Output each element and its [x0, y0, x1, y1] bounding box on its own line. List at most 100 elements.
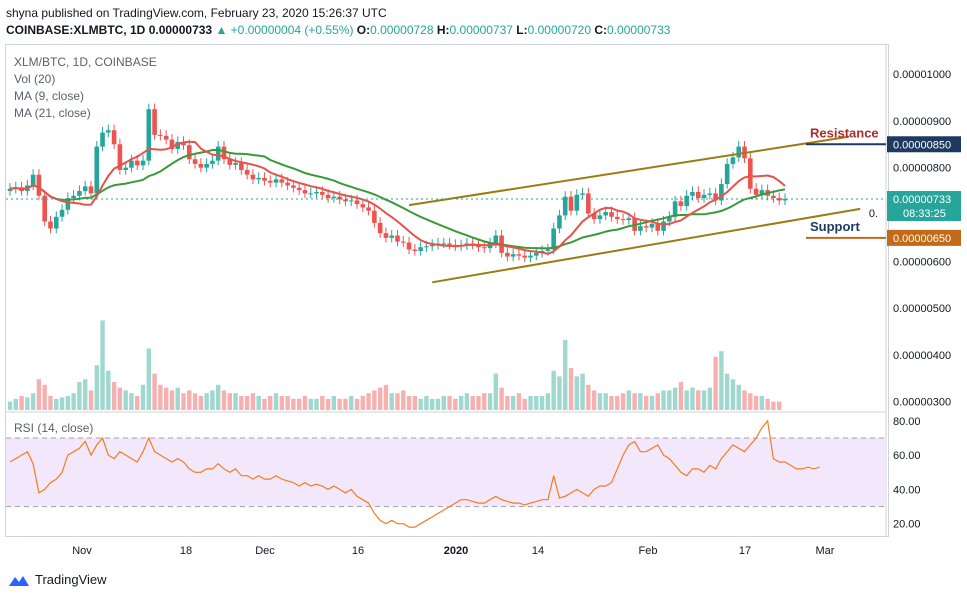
- rsi-tick-label: 40.00: [893, 484, 921, 496]
- candle-body: [690, 192, 695, 196]
- volume-bar: [123, 390, 128, 410]
- volume-bar: [360, 396, 365, 410]
- volume-bar: [678, 382, 684, 410]
- volume-bar: [135, 396, 140, 410]
- volume-bar: [349, 396, 354, 410]
- candle-body: [678, 201, 684, 207]
- volume-bar: [163, 387, 169, 410]
- volume-bar: [187, 390, 192, 410]
- candle-body: [614, 216, 620, 220]
- volume-bar: [626, 390, 632, 410]
- support-label: Support: [810, 219, 860, 234]
- volume-bar: [152, 373, 157, 410]
- candle-body: [210, 160, 215, 164]
- candle-body: [782, 199, 788, 201]
- volume-bar: [482, 393, 487, 410]
- volume-bar: [534, 396, 539, 410]
- candle-body: [597, 215, 603, 220]
- volume-bar: [528, 396, 533, 410]
- candle-body: [215, 146, 221, 161]
- volume-bar: [239, 396, 244, 410]
- candle-body: [776, 198, 782, 201]
- candle-body: [279, 179, 285, 183]
- volume-bar: [649, 396, 655, 410]
- candle-body: [580, 193, 585, 195]
- footer[interactable]: TradingView: [8, 572, 107, 587]
- candle-body: [285, 182, 290, 186]
- volume-bar: [256, 396, 261, 410]
- legend-title: XLM/BTC, 1D, COINBASE: [14, 55, 157, 69]
- volume-bar: [175, 387, 180, 410]
- volume-bar: [354, 398, 360, 410]
- tradingview-logo-icon: [9, 575, 29, 586]
- volume-bar: [753, 396, 759, 410]
- volume-bar: [701, 390, 707, 410]
- volume-bar: [707, 387, 713, 410]
- volume-bar: [395, 393, 400, 410]
- candle-body: [233, 162, 238, 165]
- volume-bar: [169, 390, 175, 410]
- countdown-badge: 08:33:25: [903, 208, 946, 220]
- volume-bar: [401, 390, 406, 410]
- candle-body: [123, 167, 128, 171]
- volume-bar: [777, 401, 782, 410]
- high-value: 0.00000737: [449, 23, 513, 37]
- volume-bar: [597, 393, 603, 410]
- candle-body: [314, 192, 319, 194]
- candle-body: [296, 187, 302, 191]
- candle-body: [106, 130, 111, 133]
- volume-bar: [146, 348, 152, 410]
- chart-frame[interactable]: [5, 44, 889, 537]
- price-tick-label: 0.00000600: [893, 256, 951, 268]
- x-tick-label: 14: [532, 545, 544, 557]
- candle-body: [169, 139, 175, 149]
- volume-bar: [499, 387, 504, 410]
- candle-body: [626, 218, 632, 221]
- volume-bar: [643, 396, 649, 410]
- volume-bar: [406, 396, 412, 410]
- x-tick-label: 18: [180, 545, 192, 557]
- volume-bar: [77, 382, 82, 410]
- volume-bar: [377, 387, 383, 410]
- candle-body: [372, 210, 377, 223]
- volume-bar: [117, 387, 123, 410]
- candle-body: [181, 141, 186, 146]
- volume-bar: [574, 376, 579, 410]
- candle-body: [42, 195, 48, 222]
- candle-body: [366, 207, 371, 211]
- volume-bar: [615, 396, 620, 410]
- x-tick-label: 17: [739, 545, 751, 557]
- rsi-legend: RSI (14, close): [14, 421, 94, 435]
- candle-body: [221, 146, 227, 160]
- candle-body: [158, 134, 163, 136]
- candle-body: [146, 109, 152, 161]
- low-value: 0.00000720: [527, 23, 592, 37]
- volume-bar: [620, 393, 626, 410]
- volume-bar: [198, 396, 204, 410]
- volume-bar: [221, 390, 227, 410]
- candle-body: [343, 199, 348, 202]
- volume-bar: [88, 390, 94, 410]
- price-tick-label: 0.00000500: [893, 303, 951, 315]
- volume-bar: [672, 387, 678, 410]
- candle-body: [638, 226, 643, 231]
- candle-body: [308, 193, 314, 195]
- volume-bar: [557, 376, 562, 410]
- candle-body: [574, 194, 580, 211]
- volume-bar: [100, 320, 105, 410]
- candle-body: [71, 195, 76, 199]
- volume-bar: [655, 393, 660, 410]
- volume-bar: [210, 390, 215, 410]
- candle-body: [302, 190, 308, 194]
- volume-bar: [748, 393, 753, 410]
- volume-bar: [470, 396, 475, 410]
- candle-body: [48, 221, 53, 229]
- x-tick-label: 16: [352, 545, 364, 557]
- volume-bar: [661, 390, 666, 410]
- volume-bar: [244, 396, 250, 410]
- volume-bar: [82, 379, 88, 410]
- candle-body: [262, 177, 267, 181]
- volume-bar: [724, 373, 730, 410]
- candle-body: [227, 159, 233, 165]
